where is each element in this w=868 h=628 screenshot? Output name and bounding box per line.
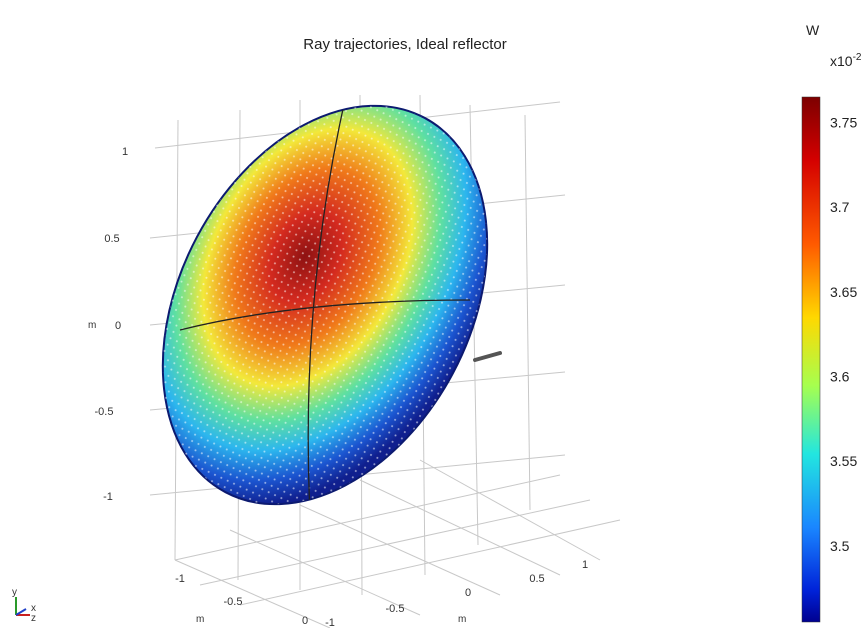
x-tick-label: 0	[465, 587, 471, 599]
z-axis-unit: m	[88, 320, 96, 331]
grid-line-v-6	[524, 114, 531, 511]
floor-grid-line-5	[174, 474, 561, 561]
triad-label-z: z	[31, 613, 36, 624]
chart-title: Ray trajectories, Ideal reflector	[303, 36, 507, 53]
x-tick-label: 1	[582, 559, 588, 571]
z-tick-label: 0.5	[104, 233, 119, 245]
floor-grid-line-2	[299, 504, 501, 596]
y-tick-label: -1	[175, 573, 185, 585]
colorbar-tick-label: 3.55	[830, 453, 857, 469]
colorbar: W x10-2 3.75 3.7 3.65 3.6 3.55 3.5	[801, 22, 862, 623]
floor-grid-line-7	[239, 519, 621, 606]
z-tick-label: 1	[122, 146, 128, 158]
y-tick-label: -0.5	[224, 596, 243, 608]
colorbar-quantity: W	[806, 22, 820, 38]
y-tick-label: 0	[302, 615, 308, 627]
z-tick-label: 0	[115, 320, 121, 332]
floor-grid-line-4	[419, 459, 601, 561]
colorbar-scale	[801, 96, 821, 623]
colorbar-tick-label: 3.7	[830, 199, 850, 215]
floor-grid-line-3	[359, 479, 561, 576]
reflector-surface	[150, 80, 510, 540]
colorbar-tick-label: 3.6	[830, 368, 850, 384]
colorbar-multiplier: x10-2	[830, 52, 862, 69]
x-tick-label: -1	[325, 617, 335, 628]
axis-triad: y x z	[12, 587, 36, 624]
surface-meridian-vertical	[307, 99, 346, 516]
z-tick-label: -1	[103, 491, 113, 503]
triad-label-y: y	[12, 587, 17, 598]
y-axis: -1 -0.5 0 m	[175, 573, 308, 627]
x-tick-label: 0.5	[529, 573, 544, 585]
colorbar-tick-label: 3.65	[830, 284, 857, 300]
colorbar-tick-label: 3.75	[830, 114, 857, 130]
z-axis: 1 0.5 0 -0.5 -1 m	[88, 146, 128, 503]
floor-grid-line-1	[229, 529, 421, 616]
triad-label-x: x	[31, 603, 36, 614]
x-axis: -1 -0.5 0 0.5 1 m	[325, 559, 588, 628]
surface-meridian-horizontal	[179, 299, 471, 331]
z-tick-label: -0.5	[95, 406, 114, 418]
x-axis-unit: m	[458, 614, 466, 625]
floor-grid-line-0	[174, 559, 331, 628]
floor-grid-line-6	[199, 499, 591, 586]
colorbar-tick-label: 3.5	[830, 538, 850, 554]
y-axis-unit: m	[196, 614, 204, 625]
x-tick-label: -0.5	[386, 603, 405, 615]
ray-source-marker	[473, 351, 502, 362]
